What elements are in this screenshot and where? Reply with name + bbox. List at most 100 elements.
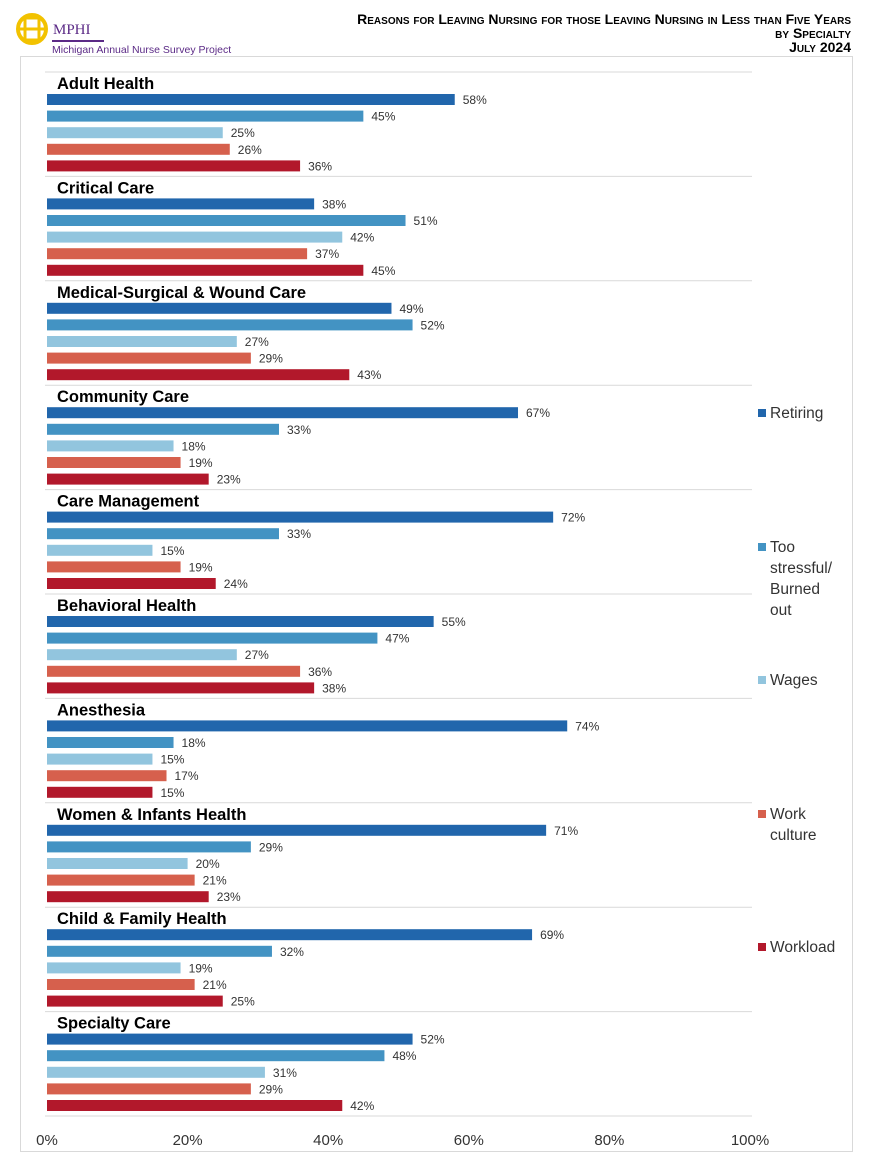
chart-title: Reasons for Leaving Nursing for those Le… [357, 12, 851, 54]
bar [47, 874, 195, 886]
bar [47, 561, 181, 573]
data-label: 45% [371, 110, 395, 124]
data-label: 52% [421, 318, 445, 332]
logo-text: MPHI [53, 22, 91, 38]
legend-label: Too stressful/Burned out [770, 539, 833, 619]
bar [47, 440, 174, 452]
data-label: 20% [196, 857, 220, 871]
data-label: 19% [189, 456, 213, 470]
legend-swatch [758, 943, 766, 951]
category-label: Care Management [57, 493, 200, 511]
knot-logo-icon [16, 13, 48, 45]
data-label: 32% [280, 945, 304, 959]
bar [47, 110, 364, 122]
data-label: 29% [259, 352, 283, 366]
legend-label: Wages [770, 672, 818, 689]
bar [47, 786, 153, 798]
legend-item: Retiring [758, 403, 848, 424]
data-label: 38% [322, 197, 346, 211]
category-label: Medical-Surgical & Wound Care [57, 284, 306, 302]
data-label: 17% [175, 769, 199, 783]
bar [47, 198, 315, 210]
bar [47, 632, 378, 644]
bar [47, 1100, 343, 1111]
x-tick-label: 0% [36, 1132, 58, 1149]
data-label: 27% [245, 648, 269, 662]
legend-swatch [758, 676, 766, 684]
bar [47, 665, 301, 677]
data-label: 42% [350, 231, 374, 245]
data-label: 27% [245, 335, 269, 349]
data-label: 74% [575, 719, 599, 733]
legend-swatch [758, 409, 766, 417]
data-label: 26% [238, 143, 262, 157]
bar [47, 929, 533, 941]
bar [47, 160, 301, 172]
bar [47, 352, 251, 364]
bar [47, 94, 455, 105]
data-label: 24% [224, 577, 248, 591]
bar [47, 1033, 413, 1045]
legend-item: Too stressful/Burned out [758, 537, 848, 621]
category-label: Specialty Care [57, 1015, 171, 1033]
data-label: 52% [421, 1033, 445, 1047]
logo-subtitle: Michigan Annual Nurse Survey Project [52, 44, 232, 56]
bar [47, 841, 251, 853]
data-label: 33% [287, 527, 311, 541]
mphi-logo: MPHI Michigan Annual Nurse Survey Projec… [14, 12, 234, 56]
x-tick-label: 20% [173, 1132, 203, 1149]
title-line-2: by Specialty [775, 25, 851, 41]
bar [47, 264, 364, 276]
data-label: 15% [160, 753, 184, 767]
bar [47, 995, 223, 1007]
bar [47, 127, 223, 139]
category-label: Anesthesia [57, 701, 146, 719]
data-label: 47% [385, 632, 409, 646]
bar [47, 473, 209, 485]
bar [47, 824, 547, 836]
bar [47, 248, 308, 260]
data-label: 42% [350, 1099, 374, 1113]
logo-underline [52, 40, 104, 42]
data-label: 33% [287, 423, 311, 437]
data-label: 48% [392, 1049, 416, 1063]
bar [47, 302, 392, 314]
title-line-1: Reasons for Leaving Nursing for those Le… [357, 11, 851, 27]
data-label: 18% [182, 736, 206, 750]
x-tick-label: 40% [313, 1132, 343, 1149]
category-label: Adult Health [57, 75, 154, 93]
data-label: 38% [322, 681, 346, 695]
data-label: 49% [399, 302, 423, 316]
legend-label: Retiring [770, 405, 824, 422]
legend-swatch [758, 543, 766, 551]
legend-item: Work culture [758, 804, 848, 846]
bar [47, 319, 413, 331]
bar [47, 528, 279, 540]
bar [47, 544, 153, 556]
bar [47, 616, 434, 627]
bar [47, 962, 181, 974]
bar [47, 979, 195, 990]
data-label: 23% [217, 473, 241, 487]
data-label: 37% [315, 247, 339, 261]
x-tick-label: 100% [731, 1132, 769, 1149]
bar [47, 1083, 251, 1095]
data-label: 19% [189, 560, 213, 574]
bar [47, 1066, 265, 1078]
bar [47, 1050, 385, 1062]
bar [47, 753, 153, 765]
bar [47, 891, 209, 903]
data-label: 29% [259, 1082, 283, 1096]
data-label: 36% [308, 665, 332, 679]
category-label: Child & Family Health [57, 910, 227, 928]
data-label: 55% [442, 615, 466, 629]
data-label: 71% [554, 824, 578, 838]
bar [47, 649, 237, 661]
legend-item: Wages [758, 670, 848, 691]
bar [47, 407, 519, 419]
bar [47, 770, 167, 782]
x-tick-label: 80% [594, 1132, 624, 1149]
category-label: Women & Infants Health [57, 806, 246, 824]
bar [47, 578, 216, 589]
data-label: 15% [160, 786, 184, 800]
